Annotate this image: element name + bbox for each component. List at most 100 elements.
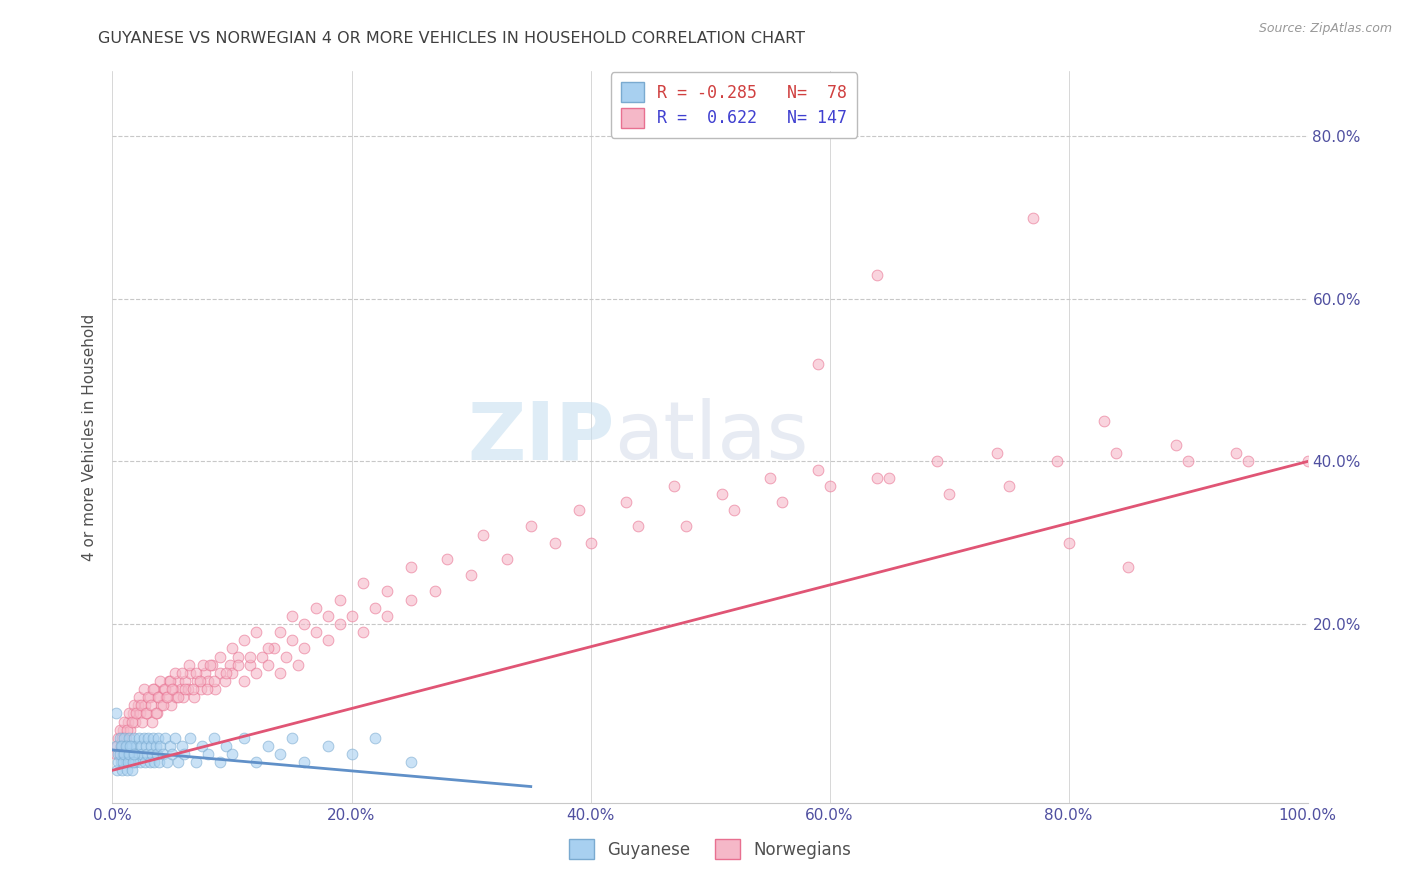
Point <box>156 755 179 769</box>
Point <box>173 747 195 761</box>
Point <box>120 755 142 769</box>
Point <box>122 698 145 713</box>
Point <box>1225 446 1247 460</box>
Point <box>998 479 1021 493</box>
Point <box>127 747 149 761</box>
Point <box>927 454 949 468</box>
Point <box>316 739 339 753</box>
Point <box>1296 454 1319 468</box>
Point <box>145 706 167 721</box>
Point <box>114 714 135 729</box>
Point <box>214 673 236 688</box>
Point <box>257 657 280 672</box>
Point <box>163 731 186 745</box>
Point <box>239 649 262 664</box>
Point <box>401 592 423 607</box>
Point <box>1022 211 1045 225</box>
Point <box>579 535 602 549</box>
Point <box>115 739 138 753</box>
Point <box>138 690 160 705</box>
Point <box>172 690 194 705</box>
Point <box>174 681 197 696</box>
Point <box>129 739 152 753</box>
Point <box>138 755 160 769</box>
Point <box>132 681 155 696</box>
Point <box>1105 446 1128 460</box>
Point <box>377 608 399 623</box>
Point <box>131 714 153 729</box>
Point <box>114 747 135 761</box>
Point <box>200 657 222 672</box>
Point <box>329 617 352 632</box>
Point <box>159 673 181 688</box>
Point <box>105 764 128 778</box>
Point <box>115 764 138 778</box>
Point <box>142 681 165 696</box>
Point <box>239 657 262 672</box>
Point <box>124 755 146 769</box>
Point <box>218 657 240 672</box>
Point <box>125 739 148 753</box>
Point <box>209 665 232 680</box>
Point <box>1237 454 1260 468</box>
Point <box>759 471 782 485</box>
Point <box>136 706 159 721</box>
Point <box>162 681 183 696</box>
Point <box>120 723 142 737</box>
Point <box>305 600 328 615</box>
Point <box>129 706 152 721</box>
Point <box>377 584 399 599</box>
Point <box>316 633 339 648</box>
Point <box>436 552 458 566</box>
Point <box>281 731 304 745</box>
Point <box>124 714 146 729</box>
Point <box>221 747 243 761</box>
Point <box>1177 454 1199 468</box>
Point <box>149 673 172 688</box>
Point <box>148 755 170 769</box>
Point <box>179 665 201 680</box>
Point <box>111 764 134 778</box>
Point <box>117 714 139 729</box>
Point <box>149 739 172 753</box>
Point <box>568 503 591 517</box>
Point <box>114 755 136 769</box>
Point <box>818 479 841 493</box>
Point <box>128 690 150 705</box>
Point <box>110 755 132 769</box>
Point <box>245 625 267 640</box>
Point <box>139 698 162 713</box>
Point <box>281 608 304 623</box>
Point <box>125 706 148 721</box>
Point <box>770 495 793 509</box>
Point <box>153 731 176 745</box>
Point <box>292 641 315 656</box>
Point <box>129 755 152 769</box>
Point <box>866 268 889 282</box>
Point <box>122 731 145 745</box>
Point <box>153 681 176 696</box>
Point <box>118 706 141 721</box>
Point <box>305 625 328 640</box>
Point <box>108 723 131 737</box>
Point <box>1046 454 1069 468</box>
Point <box>134 698 156 713</box>
Point <box>186 755 208 769</box>
Point <box>723 503 745 517</box>
Point <box>496 552 519 566</box>
Point <box>177 681 200 696</box>
Point <box>269 665 291 680</box>
Point <box>938 487 960 501</box>
Point <box>105 739 128 753</box>
Text: atlas: atlas <box>614 398 808 476</box>
Point <box>170 739 193 753</box>
Point <box>121 755 143 769</box>
Point <box>257 641 280 656</box>
Point <box>616 495 638 509</box>
Point <box>105 739 128 753</box>
Point <box>287 657 309 672</box>
Point <box>167 755 190 769</box>
Legend: Guyanese, Norwegians: Guyanese, Norwegians <box>561 830 859 868</box>
Point <box>107 731 129 745</box>
Point <box>986 446 1008 460</box>
